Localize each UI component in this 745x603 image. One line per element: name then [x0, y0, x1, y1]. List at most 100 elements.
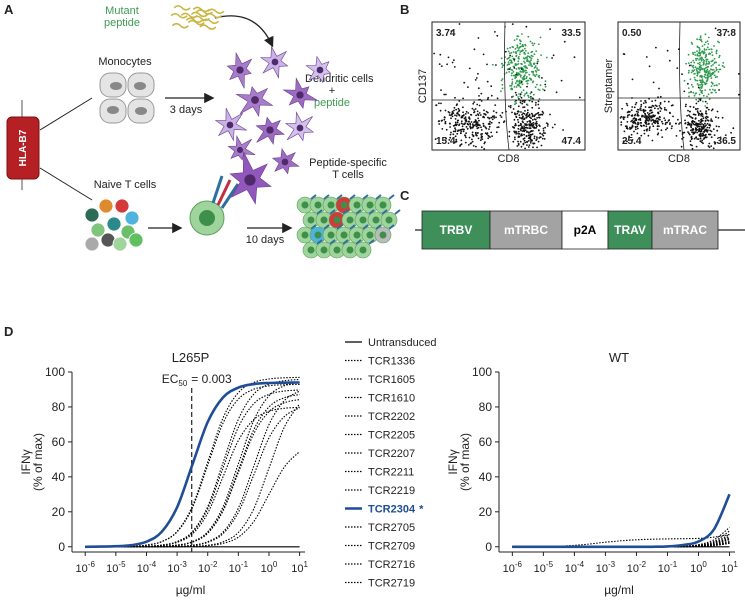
event [636, 113, 639, 115]
event [680, 145, 683, 148]
event [528, 144, 531, 147]
event [533, 126, 536, 128]
event [718, 83, 720, 85]
event [527, 94, 529, 97]
event [518, 98, 520, 100]
panel-label: C [400, 188, 410, 203]
legend-name: TCR2219 [368, 485, 415, 497]
event [696, 138, 699, 140]
event [647, 113, 650, 116]
event [701, 50, 704, 53]
event [517, 130, 520, 133]
event [535, 73, 538, 76]
legend-name: TCR2202 [368, 411, 415, 423]
event [517, 60, 520, 63]
event [703, 43, 706, 46]
event [660, 129, 663, 132]
event [654, 107, 656, 110]
event [501, 83, 504, 86]
nucleus [296, 91, 304, 99]
event [530, 96, 532, 98]
event [518, 73, 521, 75]
event [542, 134, 545, 137]
event [655, 46, 657, 49]
event [518, 67, 520, 70]
event [646, 128, 649, 131]
y-tick-label: 80 [479, 400, 493, 414]
event [538, 89, 541, 91]
event [666, 127, 669, 130]
event [507, 50, 510, 53]
days-label: 3 days [170, 104, 203, 116]
event [514, 47, 517, 50]
event [497, 126, 500, 128]
event [711, 120, 714, 123]
event [515, 52, 518, 55]
event [695, 57, 697, 60]
event [528, 96, 530, 99]
event [648, 118, 651, 121]
event [699, 61, 701, 64]
legend-name: TCR2705 [368, 522, 415, 534]
event [701, 139, 704, 142]
event [512, 71, 515, 73]
event [701, 79, 704, 82]
event [674, 122, 677, 125]
nucleus [340, 231, 348, 239]
event [529, 133, 532, 136]
tick-exponent: 0 [702, 560, 707, 569]
event [518, 114, 521, 116]
event [713, 89, 716, 92]
event [544, 132, 546, 135]
event [631, 106, 634, 108]
quadrant-value: 25.4 [622, 136, 642, 147]
event [512, 108, 515, 110]
segment-label: TRAV [614, 223, 646, 237]
event [626, 116, 629, 118]
event [456, 132, 459, 135]
event [518, 82, 521, 85]
event [633, 106, 636, 109]
event [723, 66, 726, 68]
event [700, 118, 703, 121]
event [508, 135, 511, 138]
event [523, 60, 525, 63]
event [647, 119, 650, 122]
event [688, 132, 690, 135]
event [679, 129, 681, 132]
event [712, 88, 714, 91]
event [642, 109, 644, 112]
chart-title: L265P [172, 350, 210, 365]
segment-label: TRBV [440, 223, 473, 237]
event [461, 125, 464, 128]
segment-label: mTRBC [504, 223, 548, 237]
event [692, 122, 695, 125]
event [511, 61, 513, 64]
event [706, 46, 709, 49]
event [719, 136, 722, 139]
curve [85, 390, 300, 548]
event [700, 86, 702, 88]
event [711, 108, 714, 111]
peptide [173, 5, 191, 11]
event [517, 35, 520, 38]
event [509, 85, 511, 87]
event [528, 123, 530, 126]
event [713, 70, 716, 73]
legend-label: TCR1336 [368, 356, 415, 368]
event [525, 124, 527, 127]
event [706, 68, 709, 71]
event [549, 113, 551, 116]
event [437, 120, 440, 123]
event [624, 125, 627, 128]
event [529, 62, 532, 65]
event [698, 134, 701, 137]
event [532, 93, 535, 96]
event [510, 74, 513, 77]
event [705, 53, 708, 56]
event [433, 52, 435, 55]
event [458, 124, 460, 127]
event [691, 147, 694, 150]
event [514, 91, 517, 94]
